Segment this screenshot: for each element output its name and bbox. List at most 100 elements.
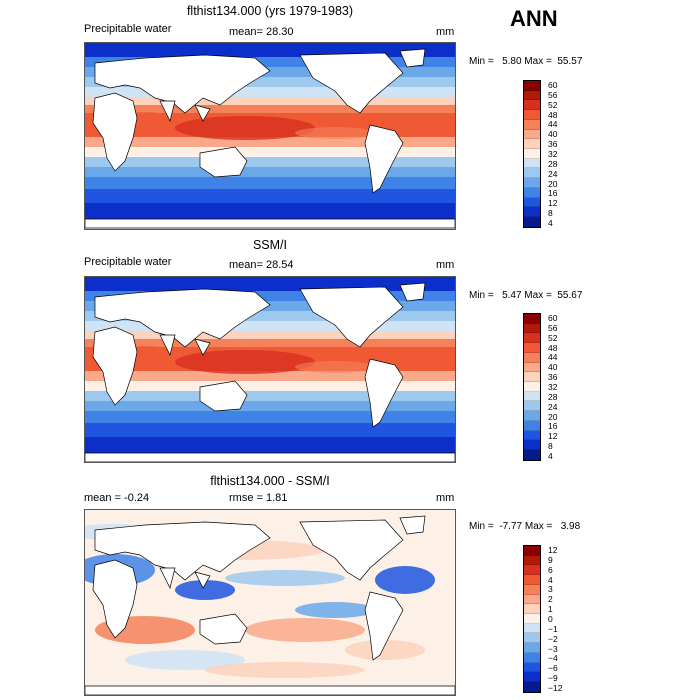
colorbar-swatch	[524, 672, 540, 683]
colorbar-tick-label: 12	[548, 431, 558, 442]
colorbar-tick-label: 44	[548, 352, 558, 363]
variable-label: Precipitable water	[84, 23, 172, 35]
colorbar-swatch	[524, 372, 540, 383]
colorbar-swatch	[524, 633, 540, 644]
rmse-value: rmse = 1.81	[229, 492, 288, 504]
colorbar-swatch	[524, 81, 540, 91]
colorbar-swatch	[524, 555, 540, 566]
colorbar-tick-label: 16	[548, 421, 558, 432]
units-label: mm	[436, 492, 455, 504]
colorbar-tick-label: 2	[548, 594, 553, 605]
colorbar-tick-label: 20	[548, 178, 558, 189]
mean-value: mean= 28.30	[229, 26, 294, 38]
colorbar-tick-label: −2	[548, 633, 558, 644]
colorbar-tick-label: −4	[548, 653, 558, 664]
colorbar-swatch	[524, 682, 540, 692]
colorbar-tick-label: −3	[548, 643, 558, 654]
colorbar-tick-label: 8	[548, 208, 553, 219]
panel-title: SSM/I	[252, 238, 288, 252]
min-max-label: Min = -7.77 Max = 3.98	[469, 521, 581, 532]
colorbar-swatch	[524, 158, 540, 169]
mean-value: mean= 28.54	[229, 259, 294, 271]
colorbar-tick-label: 1	[548, 604, 553, 615]
colorbar-swatch	[524, 382, 540, 392]
colorbar-swatch	[524, 119, 540, 130]
colorbar-tick-label: 52	[548, 332, 558, 343]
colorbar-tick-label: 12	[548, 198, 558, 209]
colorbar-swatch	[524, 100, 540, 111]
colorbar-tick-label: 56	[548, 89, 558, 100]
colorbar-swatch	[524, 178, 540, 188]
colorbar-swatch	[524, 343, 540, 353]
colorbar-tick-label: 12	[548, 544, 558, 555]
colorbar-swatch	[524, 362, 540, 373]
colorbar-tick-label: 60	[548, 79, 558, 90]
colorbar-swatch	[524, 584, 540, 595]
colorbar-swatch	[524, 323, 540, 334]
colorbar-swatch	[524, 420, 540, 431]
colorbar-tick-label: 28	[548, 391, 558, 402]
colorbar-tick-label: 0	[548, 614, 553, 624]
colorbar-tick-label: 4	[548, 451, 553, 462]
colorbar-swatch	[524, 187, 540, 198]
colorbar-tick-label: 32	[548, 382, 558, 392]
panel-title: flthist134.000 - SSM/I	[210, 474, 330, 488]
colorbar-swatch	[524, 168, 540, 179]
world-map	[85, 43, 455, 229]
colorbar-tick-label: −12	[548, 683, 563, 694]
colorbar-tick-label: −6	[548, 663, 558, 674]
colorbar-swatch	[524, 391, 540, 402]
colorbar-tick-label: 52	[548, 99, 558, 110]
colorbar-tick-label: 8	[548, 441, 553, 452]
mean-value: mean = -0.24	[84, 492, 150, 504]
colorbar-tick-label: 6	[548, 564, 553, 575]
colorbar-tick-label: 24	[548, 168, 558, 179]
colorbar-tick-label: 9	[548, 554, 553, 565]
colorbar-tick-label: 48	[548, 109, 558, 120]
colorbar-swatch	[524, 333, 540, 344]
colorbar-tick-label: 36	[548, 139, 558, 150]
colorbar-tick-label: 60	[548, 312, 558, 323]
colorbar-swatch	[524, 110, 540, 120]
colorbar-swatch	[524, 546, 540, 556]
colorbar-swatch	[524, 623, 540, 634]
panel-title: flthist134.000 (yrs 1979-1983)	[186, 4, 354, 18]
colorbar-tick-label: 32	[548, 149, 558, 159]
colorbar-swatch	[524, 411, 540, 421]
colorbar-tick-label: 28	[548, 158, 558, 169]
world-map	[85, 277, 455, 462]
colorbar-tick-label: 16	[548, 188, 558, 199]
colorbar-swatch	[524, 139, 540, 150]
colorbar-tick-label: 56	[548, 322, 558, 333]
colorbar-swatch	[524, 604, 540, 615]
colorbar-swatch	[524, 352, 540, 363]
colorbar-tick-label: 3	[548, 584, 553, 595]
map-model	[84, 42, 456, 230]
min-max-label: Min = 5.47 Max = 55.67	[469, 290, 583, 301]
colorbar-swatch	[524, 207, 540, 218]
colorbar-tick-label: 24	[548, 401, 558, 412]
colorbar-swatch	[524, 565, 540, 576]
colorbar-tick-label: 4	[548, 218, 553, 229]
units-label: mm	[436, 26, 455, 38]
colorbar	[523, 545, 541, 693]
colorbar-tick-label: −9	[548, 673, 558, 684]
colorbar-swatch	[524, 662, 540, 673]
units-label: mm	[436, 259, 455, 271]
colorbar-swatch	[524, 401, 540, 412]
colorbar-swatch	[524, 197, 540, 208]
colorbar-tick-label: 44	[548, 119, 558, 130]
colorbar-swatch	[524, 643, 540, 653]
colorbar-tick-label: 36	[548, 372, 558, 383]
colorbar-swatch	[524, 314, 540, 324]
colorbar-swatch	[524, 614, 540, 624]
world-map	[85, 510, 455, 695]
colorbar-tick-label: 4	[548, 574, 553, 585]
colorbar-swatch	[524, 149, 540, 159]
min-max-label: Min = 5.80 Max = 55.57	[469, 56, 583, 67]
colorbar-swatch	[524, 450, 540, 460]
colorbar-tick-label: 48	[548, 342, 558, 353]
colorbar	[523, 313, 541, 461]
colorbar-swatch	[524, 575, 540, 585]
variable-label: Precipitable water	[84, 256, 172, 268]
